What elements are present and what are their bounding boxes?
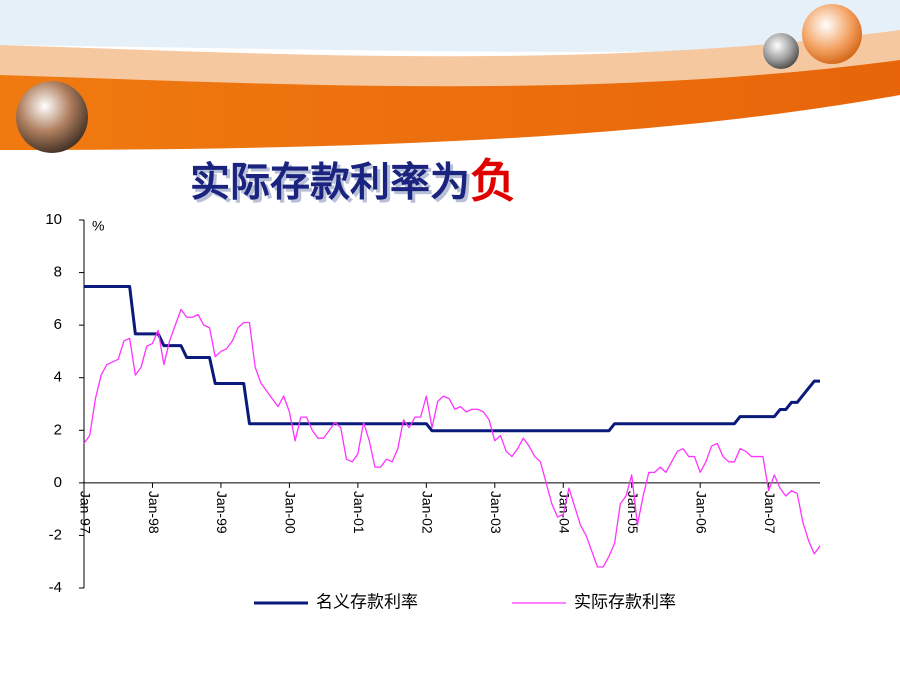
- x-tick-label: Jan-97: [77, 491, 93, 534]
- y-tick-label: 0: [54, 474, 62, 491]
- series-line: [84, 285, 820, 433]
- y-tick-label: 8: [54, 264, 62, 281]
- decor-ball: [16, 81, 88, 153]
- x-tick-label: Jan-02: [420, 491, 436, 534]
- x-tick-label: Jan-03: [488, 491, 504, 534]
- y-tick-label: -2: [49, 526, 62, 543]
- y-tick-label: 2: [54, 421, 62, 438]
- series-line: [83, 308, 821, 568]
- y-tick-label: 6: [54, 316, 62, 333]
- y-tick-label: 10: [45, 211, 62, 228]
- title-highlight: 负: [470, 155, 516, 207]
- decor-ball: [802, 4, 862, 64]
- title-shadow: 实际存款利率为: [193, 164, 473, 208]
- decor-ball: [763, 33, 799, 69]
- x-tick-label: Jan-00: [283, 491, 299, 534]
- chart-title: 实际存款利率为: [190, 161, 470, 205]
- x-tick-label: Jan-01: [351, 491, 367, 534]
- header-stripe: [0, 30, 900, 95]
- x-tick-label: Jan-06: [693, 491, 709, 534]
- legend-label: 实际存款利率: [574, 592, 676, 611]
- y-tick-label: -4: [49, 579, 62, 596]
- x-tick-label: Jan-04: [557, 491, 573, 534]
- header-band: [0, 60, 900, 150]
- header-sky: [0, 0, 900, 52]
- x-tick-label: Jan-99: [214, 491, 230, 534]
- legend-label: 名义存款利率: [316, 592, 418, 611]
- x-tick-label: Jan-07: [762, 491, 778, 534]
- y-tick-label: 4: [54, 369, 62, 386]
- y-unit: %: [92, 218, 104, 234]
- x-tick-label: Jan-98: [146, 491, 162, 534]
- chart: 实际存款利率为 实际存款利率为 负 %: [92, 155, 516, 234]
- x-tick-label: Jan-05: [625, 491, 641, 534]
